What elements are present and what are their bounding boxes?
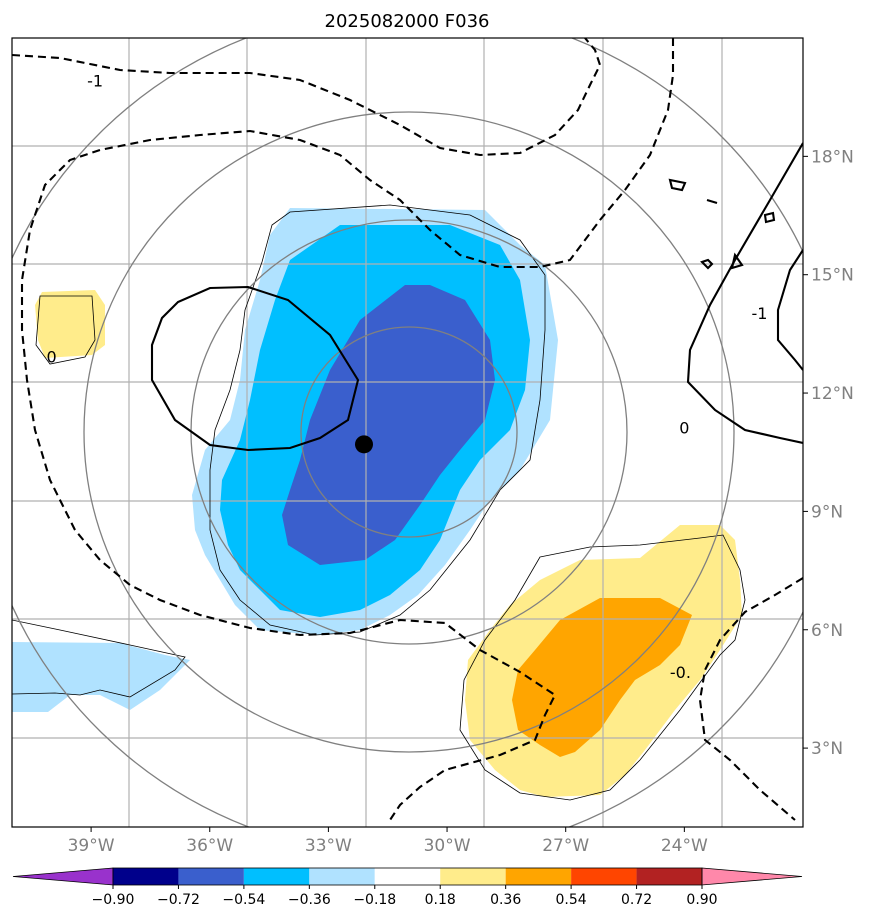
colorbar-segment [243,868,310,885]
colorbar-label: −0.54 [222,892,265,908]
colorbar-segment [571,868,637,885]
grid-lines [12,38,803,827]
contour-labels: -1 0 0 -1 -0. [46,71,768,682]
storm-center-marker [354,435,373,454]
lon-tick-label: 30°W [424,836,471,856]
colorbar-label: 0.36 [490,892,521,908]
map-title: 2025082000 F036 [325,11,490,32]
lat-tick-label: 3°N [811,739,843,759]
contour-label: -1 [87,71,103,90]
colorbar-extend-min [12,867,114,886]
colorbar-segment [636,868,702,885]
colorbar-label: −0.36 [288,892,331,908]
lat-tick-label: 18°N [811,147,854,167]
colorbar-segment [374,868,441,885]
lon-tick-label: 24°W [661,836,708,856]
map-frame [11,37,804,828]
dashed-contours [12,38,803,821]
lat-tick-label: 6°N [811,621,843,641]
lat-tick-label: 15°N [811,266,854,286]
colorbar-segment [505,868,572,885]
lat-tick-label: 9°N [811,502,843,522]
colorbar-label: 0.72 [621,892,652,908]
lon-tick-label: 27°W [542,836,589,856]
longitude-tick-labels: 39°W 36°W 33°W 30°W 27°W 24°W [68,827,708,856]
colorbar-label: 0.18 [425,892,456,908]
colorbar-segment [113,868,179,885]
lon-tick-label: 39°W [68,836,115,856]
lon-tick-label: 36°W [186,836,233,856]
shaded-field-dark-blue [282,285,495,565]
map-plot-area: -1 0 0 -1 -0. [12,38,803,827]
latitude-tick-labels: 3°N 6°N 9°N 12°N 15°N 18°N [803,147,854,759]
lat-tick-label: 12°N [811,384,854,404]
colorbar-segment [440,868,506,885]
colorbar-frame [112,867,703,886]
thin-outlines [12,204,746,801]
contour-label: 0 [679,419,689,438]
colorbar-label: 0.90 [686,892,717,908]
solid-contours [150,142,803,452]
contour-label: 0 [46,348,56,367]
colorbar-label: −0.72 [157,892,200,908]
colorbar-label: 0.54 [556,892,587,908]
colorbar-label: −0.90 [92,892,135,908]
contour-label: -1 [752,304,768,323]
colorbar-label: −0.18 [353,892,396,908]
contour-label: -0. [670,663,691,682]
colorbar: −0.90 −0.72 −0.54 −0.36 −0.18 0.18 0.36 0.54 0.7… [12,867,803,908]
colorbar-segment [309,868,375,885]
lon-tick-label: 33°W [305,836,352,856]
colorbar-segment [178,868,244,885]
colorbar-extend-max [701,867,803,886]
